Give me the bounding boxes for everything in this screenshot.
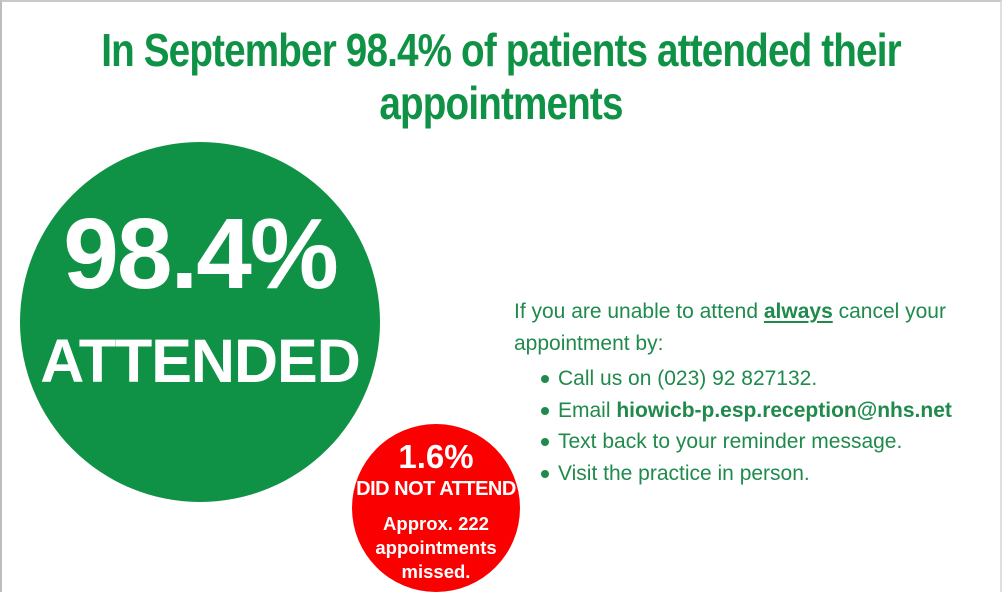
dna-percent: 1.6% xyxy=(398,438,474,475)
list-item-visit: Visit the practice in person. xyxy=(541,458,1000,490)
dna-circle: 1.6% DID NOT ATTEND Approx. 222 appointm… xyxy=(352,424,520,592)
email-address: hiowicb-p.esp.reception@nhs.net xyxy=(616,398,952,422)
bullet-text: Visit the practice in person. xyxy=(558,461,810,485)
list-item-email: Email hiowicb-p.esp.reception@nhs.net xyxy=(541,395,1000,427)
intro-prefix: If you are unable to attend xyxy=(514,300,764,323)
list-item-call: Call us on (023) 92 827132. xyxy=(541,363,1000,395)
intro-suffix: cancel your appointment by: xyxy=(514,300,946,355)
cancellation-methods-list: Call us on (023) 92 827132. Email hiowic… xyxy=(514,363,1000,490)
bullet-icon xyxy=(541,375,549,383)
bullet-text: Email xyxy=(558,398,617,422)
bullet-text: Text back to your reminder message. xyxy=(558,430,903,453)
attended-percent: 98.4% xyxy=(63,198,339,310)
dna-detail: Approx. 222 appointments missed. xyxy=(375,513,497,582)
bullet-icon xyxy=(541,406,549,415)
list-item-text-back: Text back to your reminder message. xyxy=(541,426,1000,458)
cancellation-info: If you are unable to attend always cance… xyxy=(514,296,1000,490)
bullet-text: Call us on (023) 92 827132. xyxy=(558,367,818,390)
attended-circle: 98.4% ATTENDED xyxy=(20,142,380,502)
title-line-2: appointments xyxy=(379,77,623,129)
bullet-icon xyxy=(541,438,549,446)
cancellation-intro: If you are unable to attend always cance… xyxy=(514,296,1000,359)
title-line-1: In September 98.4% of patients attended … xyxy=(101,24,901,76)
bullet-icon xyxy=(541,469,549,478)
page-title: In September 98.4% of patients attended … xyxy=(82,24,920,130)
dna-label: DID NOT ATTEND xyxy=(356,478,516,500)
always-emphasis: always xyxy=(763,300,833,323)
attended-label: ATTENDED xyxy=(40,327,361,395)
